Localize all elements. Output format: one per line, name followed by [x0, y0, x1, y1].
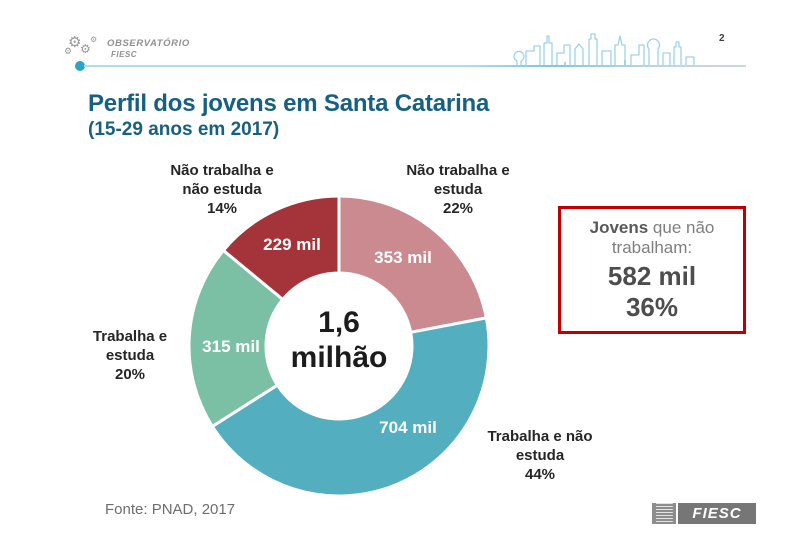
fiesc-crest-icon — [652, 503, 676, 524]
segment-pct: 14% — [206, 200, 238, 217]
segment-label-nao-trabalha-e-estuda: Não trabalha e estuda 22% — [384, 161, 532, 218]
segment-label-text: Trabalha e não estuda — [487, 428, 593, 464]
logo-brand: OBSERVATÓRIO — [107, 38, 190, 49]
city-skyline-graphic — [507, 33, 707, 67]
donut-chart — [187, 194, 491, 498]
page-subtitle: (15-29 anos em 2017) — [88, 119, 280, 140]
segment-label-text: Não trabalha e não estuda — [170, 162, 274, 198]
callout-pct: 36% — [625, 292, 679, 322]
segment-label-trabalha-e-estuda: Trabalha e estuda 20% — [68, 327, 192, 384]
segment-value-353-mil: 353 mil — [374, 248, 432, 267]
accent-dot — [75, 61, 85, 71]
donut-segment-3 — [221, 194, 341, 302]
fiesc-logo-label: FIESC — [678, 503, 756, 524]
logo-text: OBSERVATÓRIO FIESC — [107, 38, 190, 59]
segment-pct: 22% — [442, 200, 474, 217]
page-number: 2 — [719, 33, 725, 44]
segment-label-trabalha-e-nao-estuda: Trabalha e não estuda 44% — [464, 427, 616, 484]
donut-segment-2 — [187, 248, 285, 429]
segment-value-229-mil: 229 mil — [263, 235, 321, 254]
accent-line — [84, 65, 746, 67]
segment-label-nao-trabalha-e-nao-estuda: Não trabalha e não estuda 14% — [147, 161, 297, 218]
fiesc-logo: FIESC — [652, 503, 756, 524]
callout-value: 582 mil — [607, 261, 697, 291]
callout-rest: que não trabalham: — [611, 218, 715, 257]
segment-label-text: Trabalha e estuda — [92, 328, 168, 364]
segment-value-704-mil: 704 mil — [379, 418, 437, 437]
callout-lead: Jovens — [589, 218, 649, 237]
callout-box: Jovens que não trabalham: 582 mil 36% — [558, 206, 746, 334]
donut-segment-0 — [337, 194, 489, 335]
callout-text: Jovens que não trabalham: — [561, 218, 743, 258]
source-note: Fonte: PNAD, 2017 — [105, 501, 236, 518]
segment-pct: 44% — [524, 466, 556, 483]
logo-sub: FIESC — [111, 50, 138, 59]
segment-value-315-mil: 315 mil — [202, 337, 260, 356]
gear-cluster-icon: ⚙ ⚙ ⚙ ⚙ — [64, 34, 98, 56]
segment-pct: 20% — [114, 366, 146, 383]
page-title: Perfil dos jovens em Santa Catarina — [88, 90, 490, 117]
donut-segment-1 — [210, 316, 491, 498]
observatorio-fiesc-logo: ⚙ ⚙ ⚙ ⚙ OBSERVATÓRIO FIESC — [62, 34, 192, 62]
segment-label-text: Não trabalha e estuda — [406, 162, 510, 198]
donut-center-total: 1,6 milhão — [290, 306, 388, 374]
